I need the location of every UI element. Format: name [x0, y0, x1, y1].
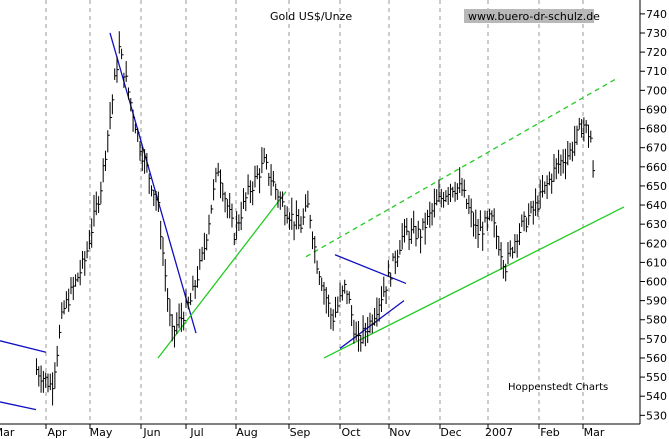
footer-label: Hoppenstedt Charts: [508, 382, 608, 393]
x-tick-label: 2007: [485, 426, 513, 439]
y-tick-label: 680: [646, 123, 667, 136]
trend-line-green: [157, 191, 287, 359]
chart-title: Gold US$/Unze: [270, 10, 352, 23]
y-tick-label: 650: [646, 180, 667, 193]
trend-line-green: [305, 78, 617, 258]
y-tick-label: 630: [646, 218, 667, 231]
trend-line-blue: [0, 401, 37, 411]
y-tick-label: 710: [646, 65, 667, 78]
x-tick-label: Aug: [236, 426, 257, 439]
y-tick-label: 550: [646, 371, 667, 384]
trend-line-green: [323, 206, 625, 359]
y-tick-label: 730: [646, 27, 667, 40]
trend-line-blue: [0, 340, 47, 353]
trend-line-blue: [334, 254, 407, 285]
x-tick-label: Dec: [440, 426, 461, 439]
y-tick-label: 640: [646, 199, 667, 212]
x-tick-label: Feb: [540, 426, 559, 439]
x-tick-label: Jun: [142, 426, 160, 439]
source-label-box: [464, 9, 594, 23]
y-tick-label: 560: [646, 352, 667, 365]
y-tick-label: 670: [646, 142, 667, 155]
x-tick-label: Nov: [389, 426, 411, 439]
x-tick-label: Mar: [584, 426, 605, 439]
x-axis-ticks: Mar Apr May Jun Jul Aug Sep Oct Nov Dec 2007 Feb Mar: [0, 424, 605, 439]
y-tick-label: 700: [646, 84, 667, 97]
y-tick-label: 570: [646, 333, 667, 346]
x-tick-label: Mar: [0, 426, 15, 439]
y-tick-label: 620: [646, 237, 667, 250]
grid-lines: [45, 0, 584, 424]
y-tick-label: 600: [646, 276, 667, 289]
source-label: www.buero-dr-schulz.de: [468, 10, 600, 23]
x-tick-label: Apr: [47, 426, 67, 439]
y-axis-ticks: 530 540 550 560 570 580 590 600 610 620 630 640 650 6…: [640, 8, 667, 422]
x-tick-label: Oct: [341, 426, 361, 439]
y-tick-label: 590: [646, 295, 667, 308]
price-bars: [35, 31, 596, 406]
y-tick-label: 720: [646, 46, 667, 59]
x-tick-label: Jul: [189, 426, 203, 439]
x-tick-label: May: [90, 426, 113, 439]
y-tick-label: 690: [646, 103, 667, 116]
y-tick-label: 740: [646, 8, 667, 21]
y-tick-label: 540: [646, 390, 667, 403]
x-tick-label: Sep: [290, 426, 311, 439]
y-tick-label: 610: [646, 256, 667, 269]
y-tick-label: 580: [646, 314, 667, 327]
y-tick-label: 530: [646, 409, 667, 422]
y-tick-label: 660: [646, 161, 667, 174]
